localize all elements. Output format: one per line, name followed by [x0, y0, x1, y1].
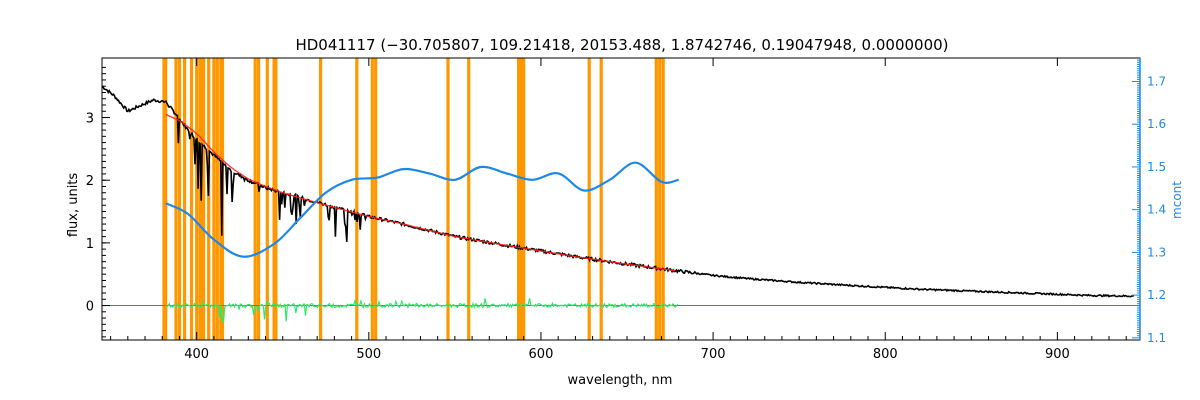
x-tick-label: 600: [529, 347, 554, 362]
masked-line-band: [658, 58, 662, 340]
x-tick-label: 500: [356, 347, 381, 362]
masked-line-band: [164, 58, 168, 340]
y-tick-label: 1: [86, 237, 94, 252]
masked-line-band: [212, 58, 216, 340]
masked-line-band: [319, 58, 323, 340]
masked-line-band: [183, 58, 187, 340]
masked-line-band: [518, 58, 522, 340]
masked-line-band: [522, 58, 526, 340]
x-tick-label: 400: [184, 347, 209, 362]
masked-line-band: [370, 58, 374, 340]
masked-line-band: [446, 58, 450, 340]
y-axis-right-title: mcont: [1170, 181, 1184, 219]
masked-line-band: [257, 58, 261, 340]
right-tick-label: 1.5: [1147, 160, 1166, 174]
plot-area: 400 500 600 700 800 900 0 1 2 3 1.1 1.2 1.3 1.4 1.5 1.6…: [86, 57, 1166, 362]
x-axis-title: wavelength, nm: [568, 373, 673, 388]
masked-line-band: [661, 58, 665, 340]
mcont-line: [165, 161, 679, 258]
masked-line-band: [355, 58, 359, 340]
masked-line-band: [189, 58, 194, 340]
right-tick-label: 1.1: [1147, 331, 1166, 345]
y-tick-label: 0: [86, 300, 94, 315]
masked-line-band: [215, 58, 219, 340]
x-tick-label: 800: [873, 347, 898, 362]
masked-line-band: [274, 58, 278, 340]
right-tick-label: 1.4: [1147, 203, 1166, 217]
right-tick-label: 1.3: [1147, 245, 1166, 259]
masked-line-band: [599, 58, 603, 340]
masked-line-band: [520, 58, 524, 340]
masked-line-band: [467, 58, 471, 340]
masked-line-band: [265, 58, 269, 340]
residual-line: [165, 298, 679, 323]
masked-line-band: [162, 58, 166, 340]
y-axis-title: flux, units: [66, 173, 81, 238]
masked-line-band: [198, 58, 202, 340]
masked-line-band: [207, 58, 211, 340]
y-tick-label: 3: [86, 112, 94, 127]
masked-line-band: [517, 58, 521, 340]
masked-line-band: [272, 58, 276, 340]
right-tick-label: 1.2: [1147, 288, 1166, 302]
x-tick-label: 900: [1045, 347, 1070, 362]
y-tick-label: 2: [86, 174, 94, 189]
masked-line-band: [374, 58, 378, 340]
masked-line-band: [177, 58, 182, 340]
chart-title: HD041117 (−30.705807, 109.21418, 20153.4…: [295, 36, 948, 54]
masked-line-band: [202, 58, 206, 340]
x-tick-label: 700: [701, 347, 726, 362]
masked-line-band: [253, 58, 257, 340]
masked-line-band: [654, 58, 658, 340]
model-fit-line: [165, 113, 676, 272]
masked-line-band: [587, 58, 591, 340]
masked-line-band: [195, 58, 199, 340]
right-tick-label: 1.6: [1147, 117, 1166, 131]
masked-line-band: [174, 58, 178, 340]
right-tick-label: 1.7: [1147, 75, 1166, 89]
